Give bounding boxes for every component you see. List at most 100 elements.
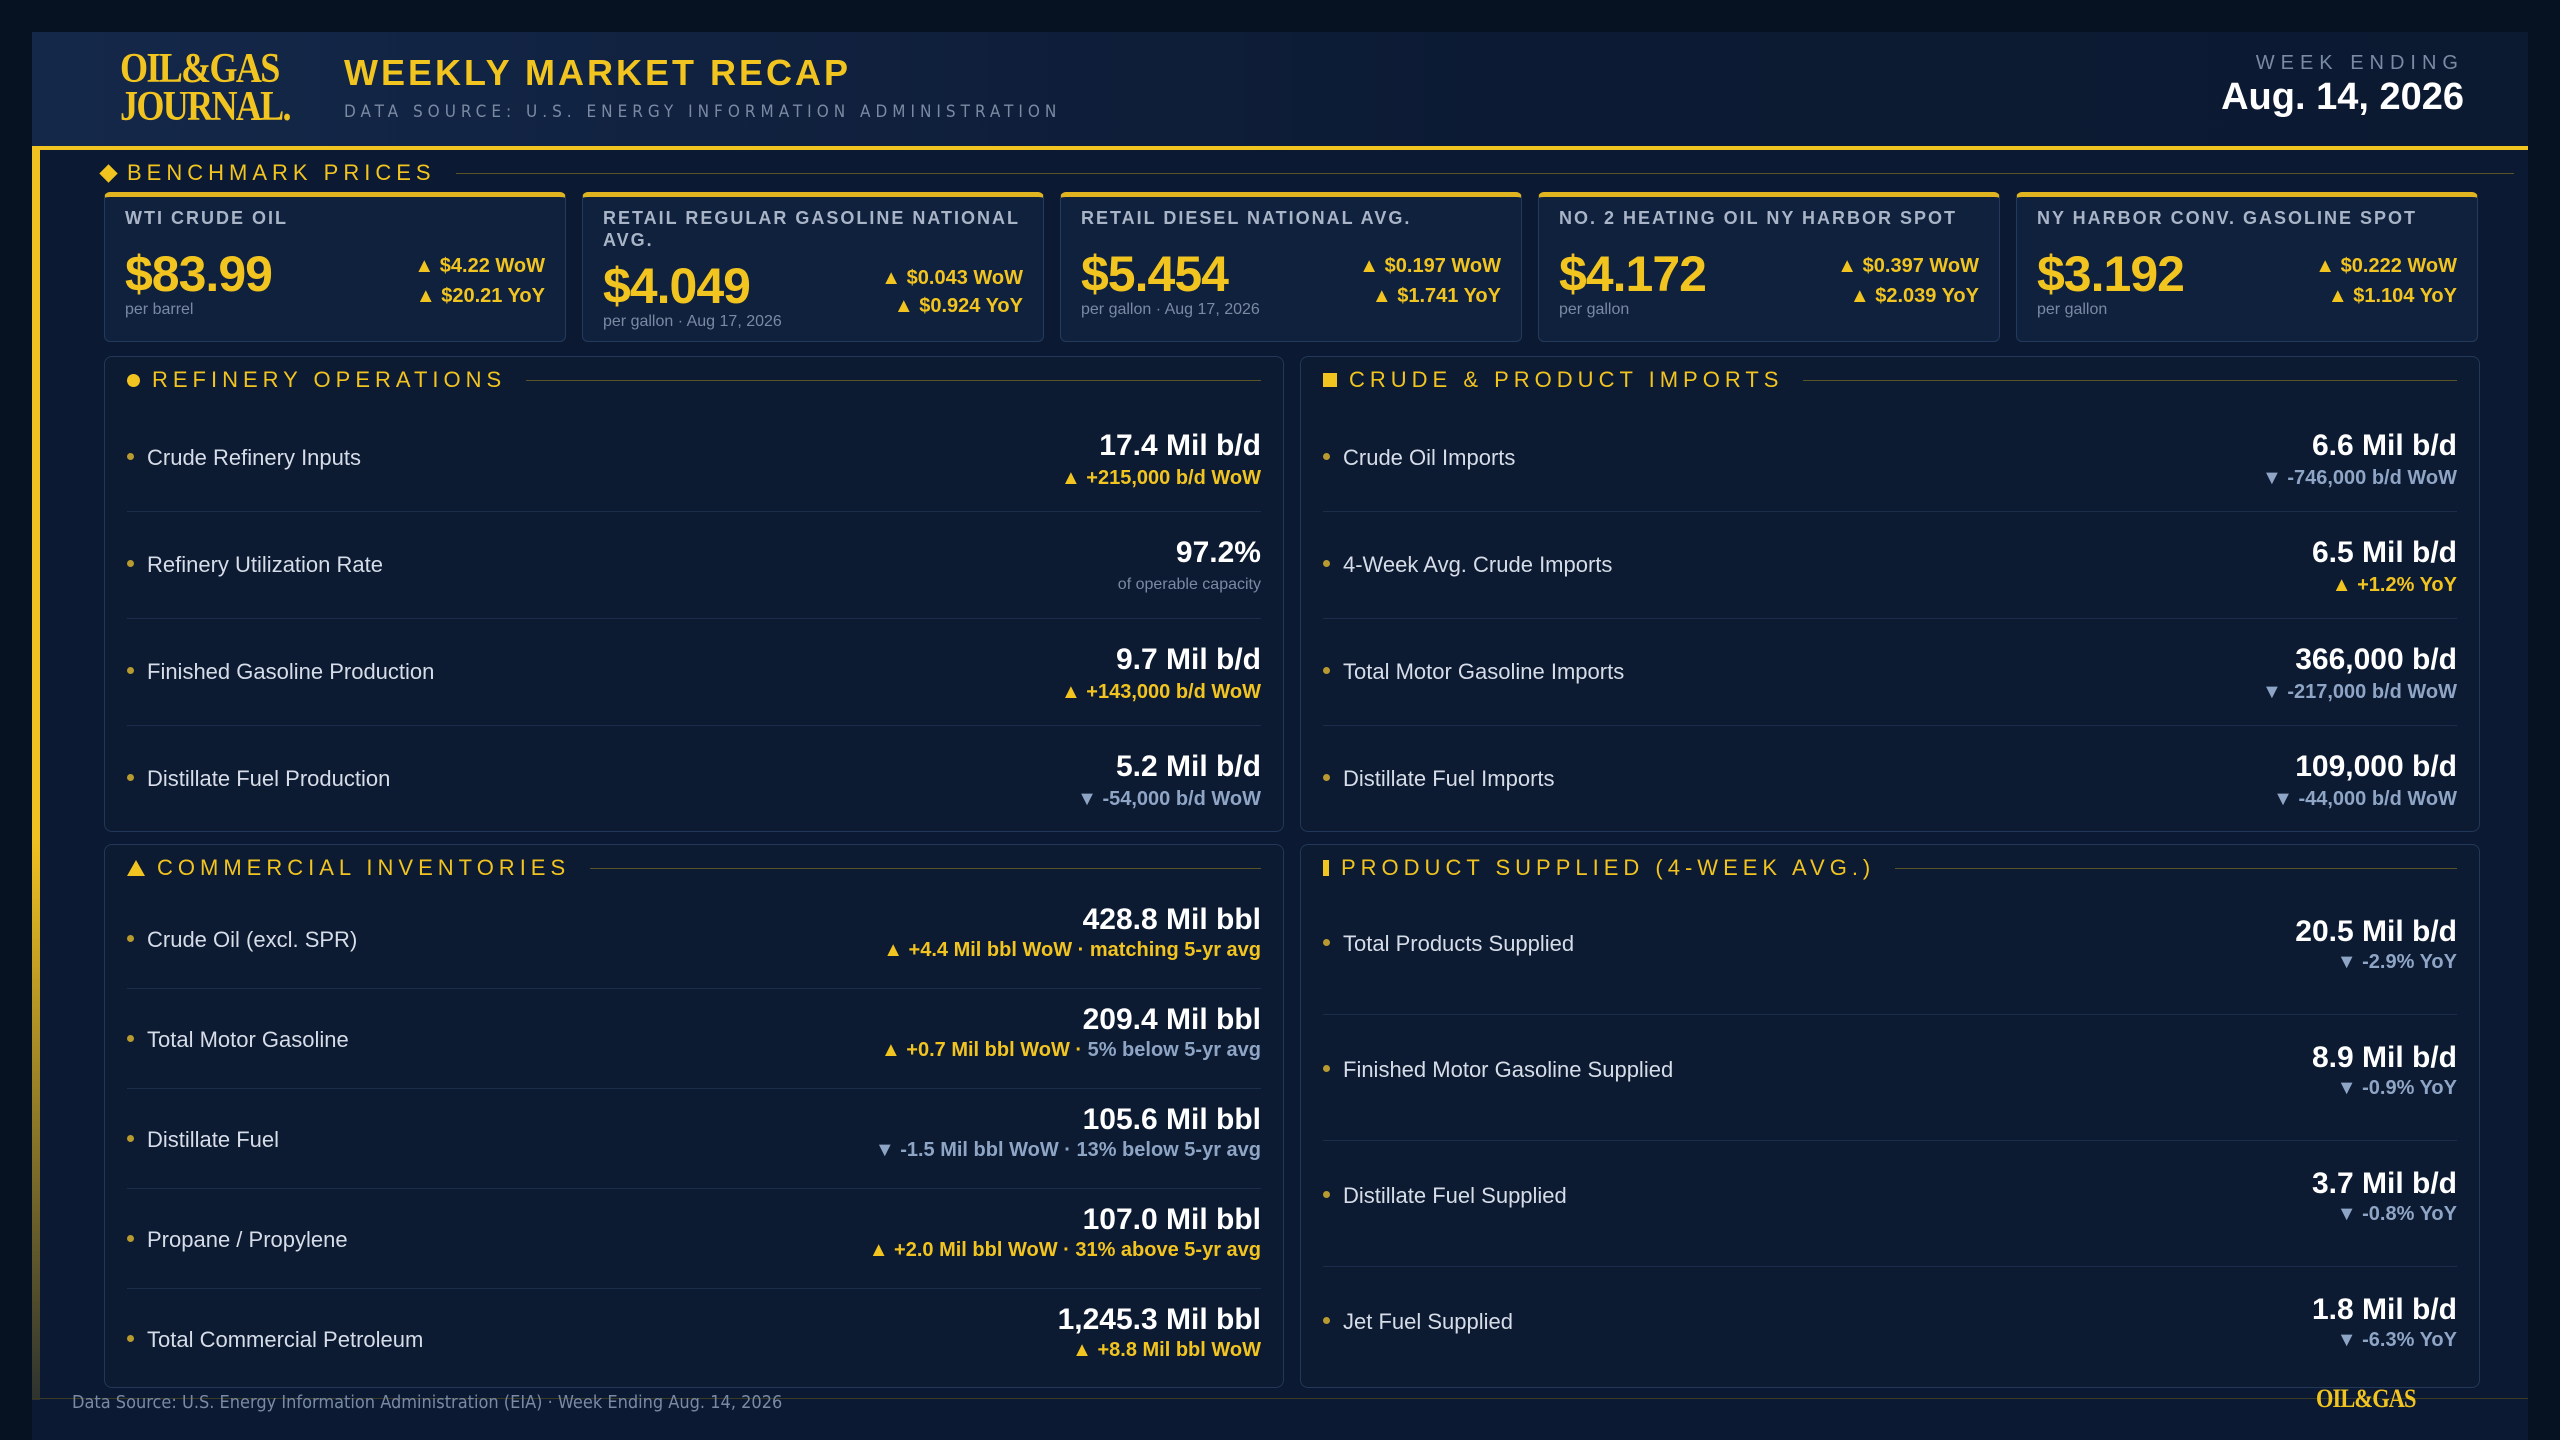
card-unit: per gallon · Aug 17, 2026 xyxy=(1081,301,1260,318)
metric-name: Finished Gasoline Production xyxy=(147,659,435,684)
metric-name: Distillate Fuel Supplied xyxy=(1343,1183,1567,1208)
metric-value: 107.0 Mil bbl xyxy=(1082,1203,1261,1236)
metric-name: Total Motor Gasoline xyxy=(147,1027,349,1052)
metric-value: 97.2% xyxy=(1175,536,1261,569)
bullet-icon xyxy=(127,1035,134,1042)
metric-change: ▼ -2.9% YoY xyxy=(2336,951,2457,973)
logo-line1: OIL&GAS xyxy=(120,46,280,92)
metric-change: ▲ +215,000 b/d WoW xyxy=(1060,467,1261,489)
card-price: $4.172 xyxy=(1559,246,1707,302)
accent-bar xyxy=(32,150,40,1400)
list-item: Jet Fuel Supplied 1.8 Mil b/d ▼ -6.3% Yo… xyxy=(1323,1267,2457,1389)
footer-source: Data Source: U.S. Energy Information Adm… xyxy=(72,1392,783,1413)
metric-value: 5.2 Mil b/d xyxy=(1115,750,1261,783)
metric-name: Crude Oil Imports xyxy=(1343,445,1516,470)
bullet-icon xyxy=(127,1335,134,1342)
metric-change: ▼ -0.9% YoY xyxy=(2336,1077,2457,1099)
card-unit: per gallon xyxy=(1559,301,1630,318)
metric-change: ▲ +4.4 Mil bbl WoW · matching 5-yr avg xyxy=(883,939,1261,961)
bullet-icon xyxy=(127,560,134,567)
card-yoy: ▲ $1.741 YoY xyxy=(1371,285,1501,307)
dashboard-frame: OIL&GAS JOURNAL. WEEKLY MARKET RECAP DAT… xyxy=(32,32,2528,1440)
bullet-icon xyxy=(127,935,134,942)
card-wow: ▲ $0.222 WoW xyxy=(2315,255,2457,277)
metric-value: 105.6 Mil bbl xyxy=(1082,1103,1261,1136)
list-item: Distillate Fuel Imports 109,000 b/d ▼ -4… xyxy=(1323,726,2457,833)
bullet-icon xyxy=(127,1235,134,1242)
metric-value: 366,000 b/d xyxy=(2295,643,2457,676)
refinery-heading: REFINERY OPERATIONS xyxy=(127,367,1261,393)
card-label: RETAIL REGULAR GASOLINE NATIONAL AVG. xyxy=(603,208,1020,250)
metric-name: Propane / Propylene xyxy=(147,1227,348,1252)
card-label: RETAIL DIESEL NATIONAL AVG. xyxy=(1081,208,1412,228)
refinery-panel: REFINERY OPERATIONS Crude Refinery Input… xyxy=(104,356,1284,832)
card-price: $4.049 xyxy=(603,258,751,314)
metric-name: Total Commercial Petroleum xyxy=(147,1327,424,1352)
benchmark-heading: BENCHMARK PRICES xyxy=(99,160,2514,186)
card-wow: ▲ $0.043 WoW xyxy=(881,267,1023,289)
bullet-icon xyxy=(1323,1317,1330,1324)
square-icon xyxy=(1323,373,1337,387)
logo: OIL&GAS JOURNAL. xyxy=(120,46,292,128)
list-item: Distillate Fuel Supplied 3.7 Mil b/d ▼ -… xyxy=(1323,1141,2457,1267)
bullet-icon xyxy=(127,774,134,781)
metric-change: ▼ -746,000 b/d WoW xyxy=(2261,467,2457,489)
bullet-icon xyxy=(1323,560,1330,567)
list-item: Finished Gasoline Production 9.7 Mil b/d… xyxy=(127,619,1261,726)
divider xyxy=(1895,867,2457,869)
bullet-icon xyxy=(1323,1065,1330,1072)
metric-change: ▼ -6.3% YoY xyxy=(2336,1329,2457,1351)
metric-change: ▲ +143,000 b/d WoW xyxy=(1060,681,1261,703)
metric-change: ▼ -44,000 b/d WoW xyxy=(2273,788,2457,810)
triangle-icon xyxy=(127,860,145,876)
bullet-icon xyxy=(127,1135,134,1142)
metric-value: 17.4 Mil b/d xyxy=(1099,429,1261,462)
metric-change: ▼ -217,000 b/d WoW xyxy=(2261,681,2457,703)
metric-name: Refinery Utilization Rate xyxy=(147,552,383,577)
card-price: $5.454 xyxy=(1081,246,1229,302)
metric-change: ▲ +1.2% YoY xyxy=(2331,574,2457,596)
metric-change: ▼ -1.5 Mil bbl WoW · 13% below 5-yr avg xyxy=(874,1139,1261,1161)
benchmark-card-wti: WTI CRUDE OIL $83.99 per barrel ▲ $4.22 … xyxy=(104,192,566,342)
card-yoy: ▲ $20.21 YoY xyxy=(415,285,545,307)
list-item: Finished Motor Gasoline Supplied 8.9 Mil… xyxy=(1323,1015,2457,1141)
card-unit: per barrel xyxy=(125,301,194,318)
card-yoy: ▲ $2.039 YoY xyxy=(1849,285,1979,307)
card-unit: per gallon · Aug 17, 2026 xyxy=(603,313,782,330)
metric-value: 1,245.3 Mil bbl xyxy=(1057,1303,1261,1336)
divider xyxy=(590,867,1261,869)
bullet-icon xyxy=(1323,1191,1330,1198)
page-subtitle: DATA SOURCE: U.S. ENERGY INFORMATION ADM… xyxy=(344,102,1062,122)
metric-value: 1.8 Mil b/d xyxy=(2311,1293,2457,1326)
card-label: NO. 2 HEATING OIL NY HARBOR SPOT xyxy=(1559,208,1958,228)
metric-value: 20.5 Mil b/d xyxy=(2295,915,2457,948)
bullet-icon xyxy=(127,667,134,674)
page-title: WEEKLY MARKET RECAP xyxy=(344,52,852,93)
metric-value: 8.9 Mil b/d xyxy=(2311,1041,2457,1074)
card-wow: ▲ $4.22 WoW xyxy=(414,255,545,277)
card-unit: per gallon xyxy=(2037,301,2108,318)
metric-value: 209.4 Mil bbl xyxy=(1082,1003,1261,1036)
card-yoy: ▲ $1.104 YoY xyxy=(2327,285,2457,307)
list-item: Crude Oil Imports 6.6 Mil b/d ▼ -746,000… xyxy=(1323,405,2457,512)
benchmark-card-heating-oil: NO. 2 HEATING OIL NY HARBOR SPOT $4.172 … xyxy=(1538,192,2000,342)
footer-logo: OIL&GAS xyxy=(2316,1384,2416,1413)
header: OIL&GAS JOURNAL. WEEKLY MARKET RECAP DAT… xyxy=(32,32,2528,150)
divider xyxy=(526,379,1261,381)
bullet-icon xyxy=(1323,774,1330,781)
week-ending-label: WEEK ENDING xyxy=(2255,52,2464,74)
metric-name: Distillate Fuel Production xyxy=(147,766,391,791)
metric-change: ▲ +0.7 Mil bbl WoW · 5% below 5-yr avg xyxy=(880,1039,1261,1061)
metric-change: ▲ +2.0 Mil bbl WoW · 31% above 5-yr avg xyxy=(868,1239,1261,1261)
metric-change: ▼ -54,000 b/d WoW xyxy=(1077,788,1261,810)
card-label: NY HARBOR CONV. GASOLINE SPOT xyxy=(2037,208,2418,228)
metric-name: Total Motor Gasoline Imports xyxy=(1343,659,1625,684)
metric-value: 109,000 b/d xyxy=(2295,750,2457,783)
metric-name: Distillate Fuel Imports xyxy=(1343,766,1555,791)
metric-name: Finished Motor Gasoline Supplied xyxy=(1343,1057,1674,1082)
bullet-icon xyxy=(1323,453,1330,460)
circle-icon xyxy=(127,373,140,387)
divider xyxy=(1803,379,2457,381)
metric-name: 4-Week Avg. Crude Imports xyxy=(1343,552,1613,577)
list-item: Crude Refinery Inputs 17.4 Mil b/d ▲ +21… xyxy=(127,405,1261,512)
